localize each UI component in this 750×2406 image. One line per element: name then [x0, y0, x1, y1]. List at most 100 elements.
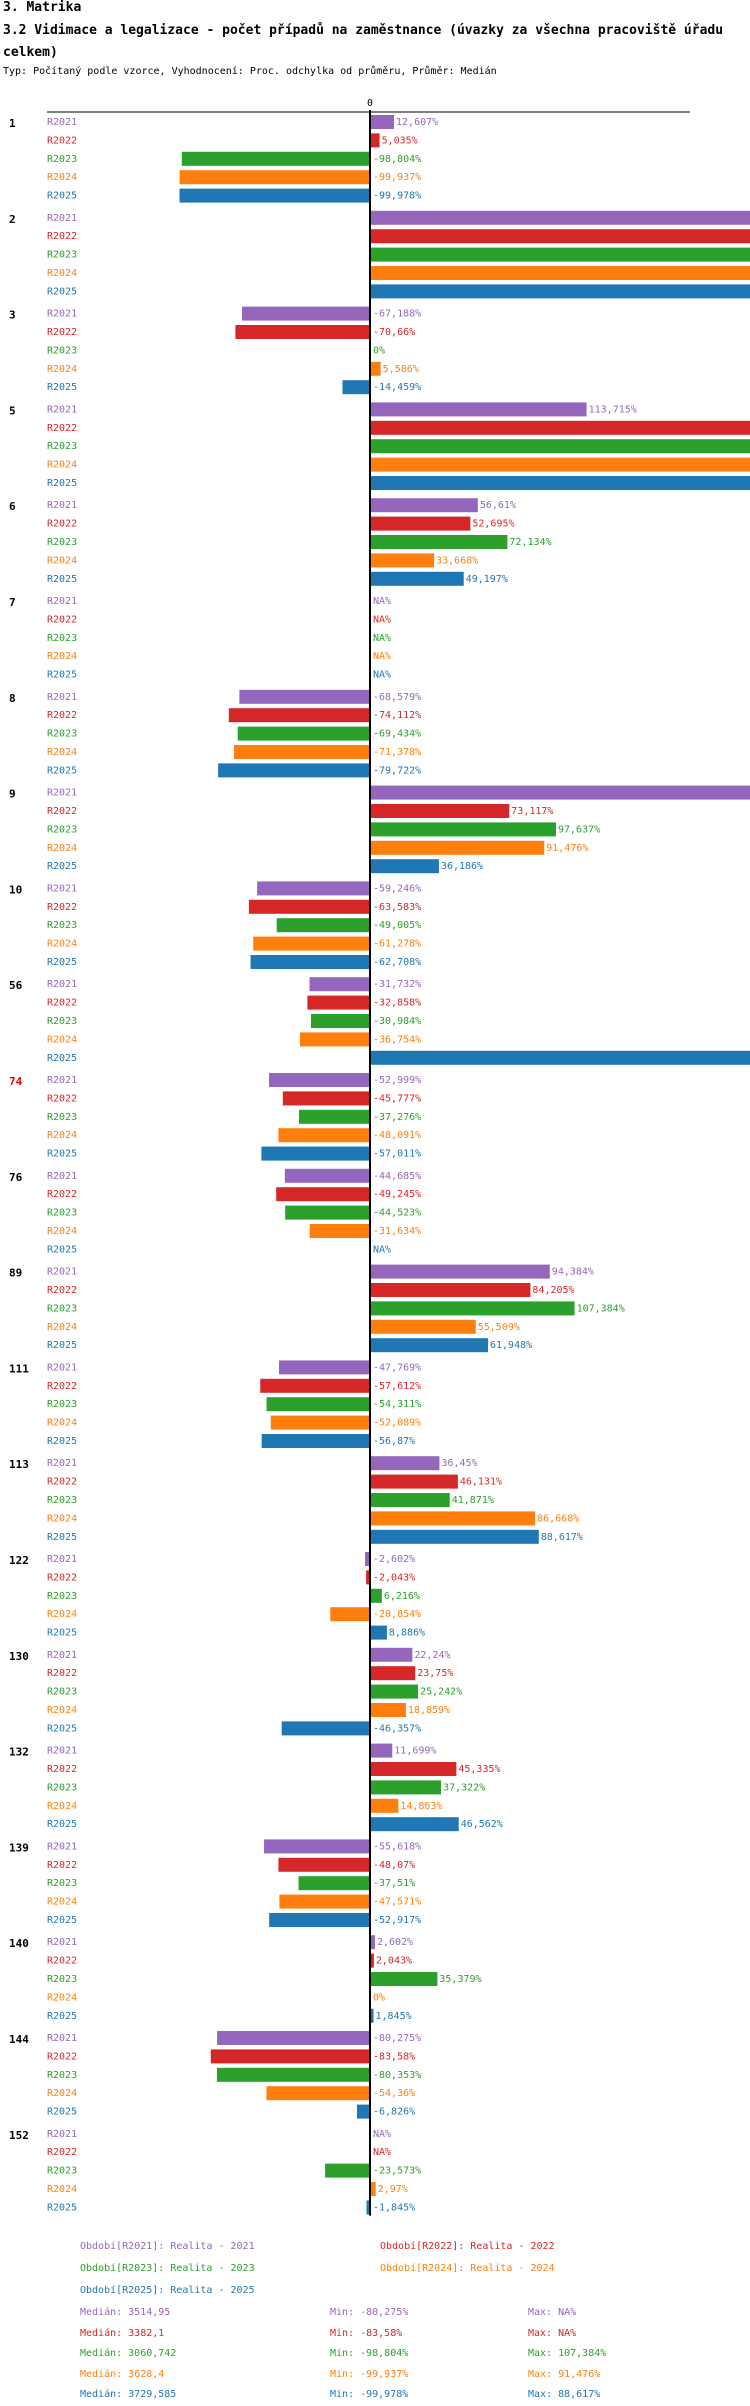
series-label-r2022: R2022 [47, 902, 77, 913]
bar-r2025 [370, 859, 439, 874]
data-label: -37,276% [373, 1112, 421, 1123]
data-label: NA% [373, 651, 391, 662]
section-title: 3. Matrika [3, 0, 82, 15]
bar-r2021 [309, 977, 370, 992]
bar-r2022 [210, 2049, 370, 2064]
data-label: -49,005% [373, 920, 421, 931]
group-label: 152 [9, 2129, 29, 2142]
group-label: 3 [9, 309, 16, 322]
series-label-r2022: R2022 [47, 1381, 77, 1392]
data-label: -23,573% [373, 2166, 421, 2177]
bar-r2023 [370, 1588, 382, 1603]
series-label-r2023: R2023 [47, 824, 77, 835]
group-label: 76 [9, 1171, 23, 1184]
series-label-r2021: R2021 [47, 117, 77, 128]
series-label-r2023: R2023 [47, 1303, 77, 1314]
series-label-r2021: R2021 [47, 1650, 77, 1661]
series-label-r2022: R2022 [47, 1860, 77, 1871]
group-label: 139 [9, 1841, 29, 1854]
series-label-r2025: R2025 [47, 1244, 77, 1255]
data-label: -45,777% [373, 1093, 421, 1104]
bar-r2021 [370, 1743, 393, 1758]
data-label: 73,117% [511, 806, 553, 817]
bar-r2023 [370, 1684, 419, 1699]
data-label: -52,089% [373, 1418, 421, 1429]
bar-r2023 [370, 1780, 442, 1795]
data-label: 36,45% [441, 1458, 477, 1469]
data-label: -52,917% [373, 1915, 421, 1926]
bar-r2025 [366, 2200, 370, 2215]
group-label: 9 [9, 788, 16, 801]
bar-r2023 [370, 1493, 450, 1507]
series-label-r2024: R2024 [47, 1034, 77, 1045]
data-label: 5,035% [382, 135, 418, 146]
series-label-r2021: R2021 [47, 2033, 77, 2044]
series-label-r2023: R2023 [47, 1878, 77, 1889]
bar-r2022 [228, 708, 370, 723]
data-label: -80,275% [373, 2033, 421, 2044]
data-label: -57,011% [373, 1149, 421, 1160]
series-label-r2024: R2024 [47, 843, 77, 854]
data-label: 2,043% [376, 1956, 412, 1967]
series-label-r2023: R2023 [47, 537, 77, 548]
data-label: 0% [373, 1992, 385, 2003]
series-label-r2024: R2024 [47, 2088, 77, 2099]
bar-r2025 [218, 763, 370, 778]
series-label-r2021: R2021 [47, 788, 77, 799]
bar-r2022 [370, 1762, 457, 1776]
bar-r2025 [281, 1721, 370, 1736]
group-label: 144 [9, 2033, 29, 2046]
bar-r2022 [278, 1857, 370, 1872]
data-label: -56,87% [373, 1436, 415, 1447]
group-label: 130 [9, 1650, 29, 1663]
series-label-r2025: R2025 [47, 2011, 77, 2022]
series-label-r2025: R2025 [47, 1340, 77, 1351]
bar-r2023 [298, 1876, 370, 1891]
data-label: -99,937% [373, 172, 421, 183]
series-label-r2024: R2024 [47, 2184, 77, 2195]
data-label: -69,434% [373, 729, 421, 740]
bar-r2022 [370, 229, 750, 244]
group-label: 6 [9, 500, 16, 513]
bar-r2024 [266, 2086, 370, 2101]
bar-r2024 [278, 1128, 370, 1143]
data-label: NA% [373, 2147, 391, 2158]
data-label: -54,36% [373, 2088, 415, 2099]
data-label: NA% [373, 614, 391, 625]
bar-r2024 [370, 1798, 399, 1813]
data-label: -6,826% [373, 2107, 415, 2118]
bar-r2021 [370, 1935, 375, 1950]
bar-r2021 [370, 785, 750, 800]
series-label-r2025: R2025 [47, 1723, 77, 1734]
series-label-r2024: R2024 [47, 364, 77, 375]
bar-r2022 [370, 1953, 374, 1968]
series-label-r2024: R2024 [47, 1992, 77, 2003]
group-label: 111 [9, 1362, 29, 1375]
data-label: 6,216% [384, 1591, 420, 1602]
data-label: -83,58% [373, 2051, 415, 2062]
bar-r2025 [370, 1625, 387, 1640]
bar-r2025 [370, 476, 750, 490]
data-label: 84,205% [532, 1285, 574, 1296]
series-label-r2025: R2025 [47, 574, 77, 585]
bar-r2022 [248, 899, 370, 914]
bar-r2025 [370, 1529, 539, 1544]
data-label: -74,112% [373, 710, 421, 721]
bar-r2023 [370, 822, 556, 837]
series-label-r2024: R2024 [47, 1897, 77, 1908]
data-label: -54,311% [373, 1399, 421, 1410]
bar-r2025 [250, 955, 370, 969]
series-label-r2021: R2021 [47, 1362, 77, 1373]
bar-r2021 [370, 115, 395, 129]
bar-r2024 [330, 1607, 370, 1622]
group-label: 1 [9, 117, 16, 130]
data-label: 5,586% [383, 364, 419, 375]
data-label: -44,523% [373, 1208, 421, 1219]
series-label-r2025: R2025 [47, 1149, 77, 1160]
data-label: -20,854% [373, 1609, 421, 1620]
bar-r2021 [257, 881, 370, 896]
bar-r2025 [370, 284, 750, 299]
data-label: -61,278% [373, 939, 421, 950]
bar-r2023 [181, 151, 370, 166]
series-label-r2021: R2021 [47, 1937, 77, 1948]
